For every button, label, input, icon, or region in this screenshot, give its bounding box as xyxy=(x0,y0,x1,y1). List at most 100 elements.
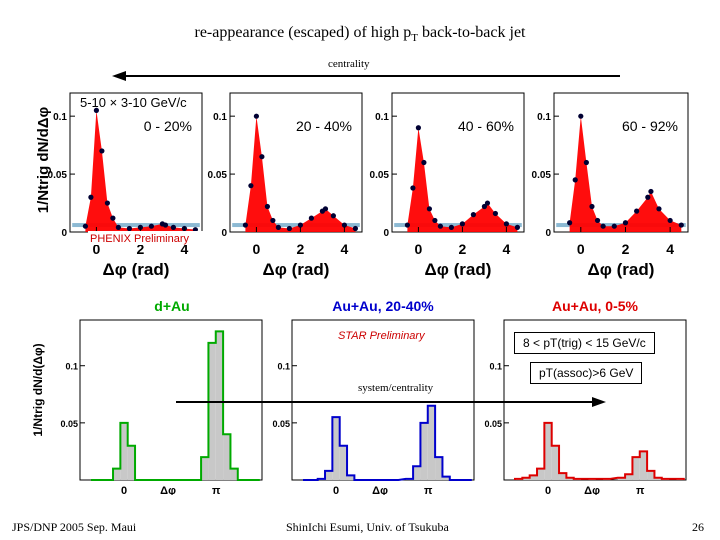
data-point xyxy=(270,217,276,224)
data-point xyxy=(253,113,259,119)
histogram-bin xyxy=(339,445,348,480)
x-tick-label: 0 xyxy=(121,485,127,495)
x-tick-label: 2 xyxy=(137,241,145,257)
y-tick-label: 0 xyxy=(545,228,551,239)
data-point xyxy=(437,223,443,229)
data-point xyxy=(426,206,432,212)
phenix-x-axis-label: Δφ (rad) xyxy=(425,260,492,279)
x-tick-label: 0 xyxy=(415,241,423,257)
x-tick-label: 4 xyxy=(181,241,189,257)
x-tick-label: 2 xyxy=(297,241,305,257)
histogram-bin xyxy=(325,470,333,480)
system-centrality-arrow xyxy=(176,397,606,407)
data-point xyxy=(567,220,573,226)
histogram-bin xyxy=(427,405,436,480)
histogram-bin xyxy=(559,473,567,480)
data-point xyxy=(594,217,601,224)
x-tick-label: Δφ xyxy=(372,485,388,495)
star-y-axis-label: 1/Ntrig dN/d(Δφ) xyxy=(31,343,45,436)
data-point xyxy=(415,125,421,131)
data-point xyxy=(308,215,314,221)
histogram-bin xyxy=(529,475,538,480)
y-tick-label: 0.05 xyxy=(60,419,78,429)
data-point xyxy=(110,215,116,221)
background-band xyxy=(394,223,522,228)
data-point xyxy=(148,223,154,229)
y-tick-label: 0.05 xyxy=(48,170,68,181)
phenix-x-axis-label: Δφ (rad) xyxy=(588,260,655,279)
x-tick-label: 0 xyxy=(577,241,585,257)
y-tick-label: 0.1 xyxy=(65,362,78,372)
histogram-bin xyxy=(332,417,340,480)
phenix-preliminary-label: PHENIX Preliminary xyxy=(90,233,190,245)
histogram-bin xyxy=(413,466,421,480)
data-point xyxy=(645,194,651,200)
histogram-bin xyxy=(544,422,552,480)
preliminary-bg xyxy=(88,231,206,245)
histogram-bin xyxy=(215,331,224,480)
data-point xyxy=(634,208,640,214)
data-point xyxy=(484,200,491,206)
star-panel-2: Au+Au, 20-40% 0.1 0.05 0 Δφ π xyxy=(272,298,475,497)
y-tick-label: 0.1 xyxy=(53,112,67,123)
histogram-outline xyxy=(303,404,472,481)
slide-title: re-appearance (escaped) of high pT back-… xyxy=(194,24,526,45)
histogram-outline xyxy=(91,330,260,481)
y-tick-label: 0.1 xyxy=(375,112,389,123)
histogram-bin xyxy=(632,457,640,480)
histogram-outline xyxy=(514,421,685,480)
data-point xyxy=(242,222,248,228)
data-point xyxy=(481,203,487,210)
histogram-bin xyxy=(113,468,121,480)
histogram-bin xyxy=(420,422,428,480)
star-preliminary-label: STAR Preliminary xyxy=(338,330,426,342)
x-tick-label: 0 xyxy=(333,485,339,495)
x-tick-label: Δφ xyxy=(584,485,600,495)
data-point xyxy=(275,224,281,230)
x-tick-label: π xyxy=(636,485,645,495)
data-point xyxy=(432,217,438,224)
x-tick-label: 0 xyxy=(253,241,261,257)
data-point xyxy=(583,159,589,166)
x-tick-label: π xyxy=(424,485,433,495)
y-tick-label: 0 xyxy=(383,228,389,239)
y-tick-label: 0.05 xyxy=(370,170,390,181)
y-tick-label: 0.05 xyxy=(272,419,290,429)
data-point xyxy=(88,194,94,200)
star-panel-title: d+Au xyxy=(154,298,189,314)
jet-yield-fill xyxy=(569,116,682,232)
phenix-panel-4: 0.1 0.05 0 0 2 4 Δφ (rad) 60 - 92% xyxy=(532,92,689,279)
data-point xyxy=(322,206,329,212)
histogram-bin xyxy=(442,476,450,480)
data-point xyxy=(448,224,454,230)
y-tick-label: 0 xyxy=(61,228,67,239)
data-point xyxy=(503,221,509,227)
centrality-label: 0 - 20% xyxy=(144,118,192,134)
data-point xyxy=(404,222,410,228)
x-tick-label: 0 xyxy=(545,485,551,495)
system-centrality-label: system/centrality xyxy=(356,382,436,394)
data-point xyxy=(297,222,303,228)
histogram-bin xyxy=(127,445,136,480)
trigger-range-label: 5-10 × 3-10 GeV/c xyxy=(80,95,187,110)
phenix-x-axis-label: Δφ (rad) xyxy=(103,260,170,279)
data-point xyxy=(341,222,347,228)
trig-cut-text: 8 < pT(trig) < 15 GeV/c xyxy=(523,336,646,350)
phenix-y-axis-label: 1/Ntrig dN/dΔφ xyxy=(35,106,52,213)
data-point xyxy=(514,224,521,230)
histogram-bin xyxy=(208,342,216,480)
histogram-bin xyxy=(201,457,209,480)
histogram-bin xyxy=(230,468,238,480)
x-tick-label: 2 xyxy=(459,241,467,257)
histogram-bin xyxy=(347,475,355,480)
y-tick-label: 0.05 xyxy=(532,170,552,181)
phenix-panel-2: 0.1 0.05 0 0 2 4 Δφ (rad) 20 - 40% xyxy=(208,92,363,279)
histogram-bin xyxy=(551,445,560,480)
phenix-panels: 1/Ntrig dN/dΔφ 0.1 0.05 0 0 2 4 Δφ (rad) 0 - 20%… xyxy=(0,85,720,285)
y-tick-label: 0.05 xyxy=(208,170,228,181)
histogram-bin xyxy=(522,477,530,480)
data-point xyxy=(648,188,654,195)
assoc-cut-box: pT(assoc)>6 GeV xyxy=(530,362,643,384)
data-point xyxy=(410,185,416,191)
data-point xyxy=(611,223,617,229)
